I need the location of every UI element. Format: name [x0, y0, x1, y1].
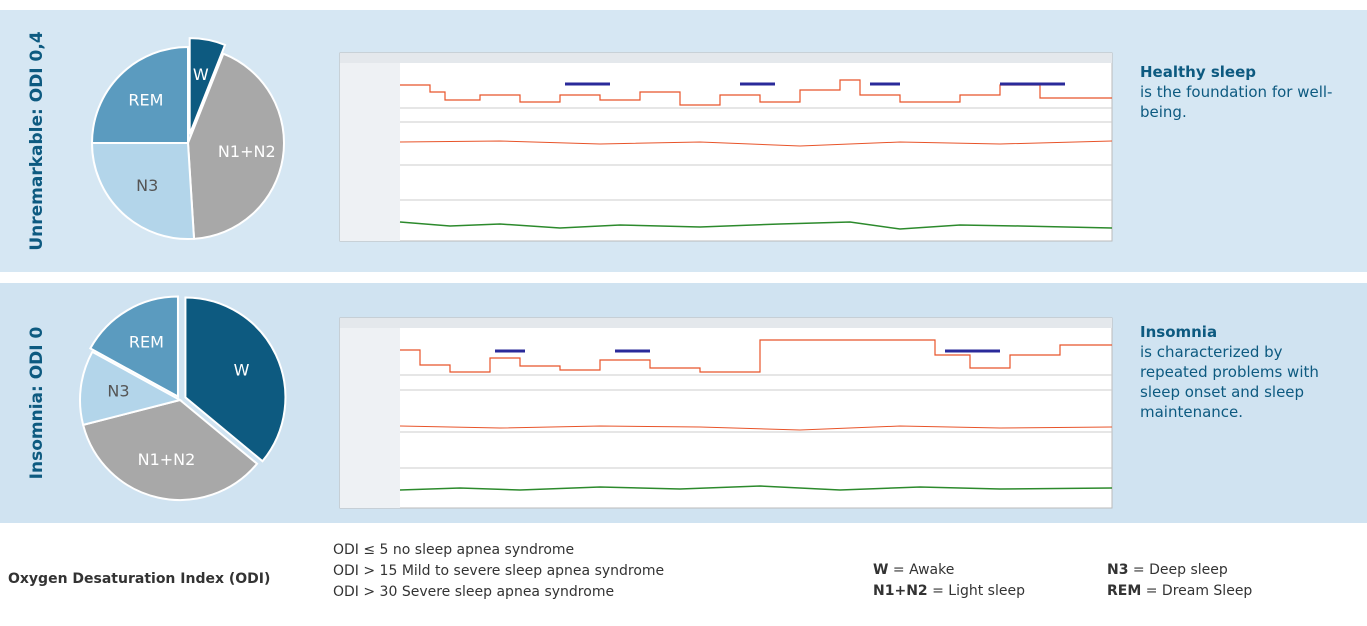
odi-lines: ODI ≤ 5 no sleep apnea syndrome ODI > 15…: [333, 540, 664, 603]
panel-heading: Healthy sleep: [1140, 62, 1340, 82]
legend-key: N1+N2: [873, 583, 928, 599]
page: W N1+N2 N3 REM Unremarkable: ODI 0,4 W N1+N2 N3…: [0, 0, 1367, 626]
odi-line: ODI ≤ 5 no sleep apnea syndrome: [333, 540, 664, 561]
odi-title: Oxygen Desaturation Index (ODI): [8, 569, 270, 590]
slice-label: N3: [107, 382, 129, 401]
legend-item: REM = Dream Sleep: [1107, 581, 1252, 602]
slice-label: W: [193, 65, 209, 84]
legend-desc: = Awake: [893, 562, 954, 578]
odi-line: ODI > 15 Mild to severe sleep apnea synd…: [333, 561, 664, 582]
odi-line: ODI > 30 Severe sleep apnea syndrome: [333, 582, 664, 603]
legend: N3 = Deep sleep REM = Dream Sleep: [1107, 560, 1252, 602]
legend-desc: = Light sleep: [932, 583, 1025, 599]
legend-key: N3: [1107, 562, 1128, 578]
legend-item: N1+N2 = Light sleep: [873, 581, 1025, 602]
legend-item: W = Awake: [873, 560, 1025, 581]
panel-body: is the foundation for well-being.: [1140, 83, 1332, 121]
slice-label: N3: [136, 176, 158, 195]
legend-key: W: [873, 562, 888, 578]
slice-label: N1+N2: [218, 142, 276, 161]
odi-title-text: Oxygen Desaturation Index (ODI): [8, 571, 270, 587]
slice-label: REM: [129, 333, 164, 352]
slice-label: W: [234, 361, 250, 380]
recording-screenshot: [340, 53, 1112, 241]
legend-desc: = Deep sleep: [1133, 562, 1228, 578]
recording-screenshot: [340, 318, 1112, 508]
section-title: Insomnia: ODI 0: [27, 326, 47, 479]
legend: W = Awake N1+N2 = Light sleep: [873, 560, 1025, 602]
section-title: Unremarkable: ODI 0,4: [27, 31, 47, 251]
panel-heading: Insomnia: [1140, 322, 1340, 342]
legend-item: N3 = Deep sleep: [1107, 560, 1252, 581]
slice-label: N1+N2: [138, 450, 196, 469]
slice-label: REM: [128, 90, 163, 109]
legend-desc: = Dream Sleep: [1146, 583, 1253, 599]
legend-key: REM: [1107, 583, 1141, 599]
panel-body: is characterized by repeated problems wi…: [1140, 343, 1319, 421]
